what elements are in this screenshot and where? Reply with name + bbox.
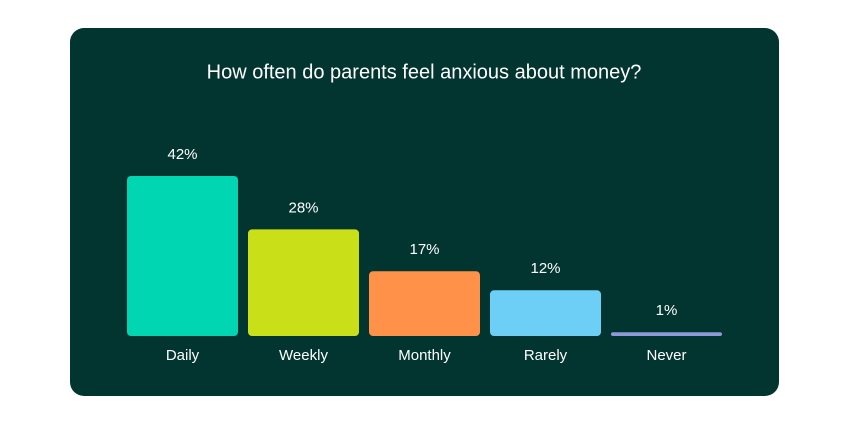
bar [369,271,480,336]
value-label: 17% [409,241,439,258]
x-tick-label: Never [646,347,686,364]
bar [611,332,722,336]
x-tick-label: Daily [166,347,200,364]
bar [248,229,359,336]
x-tick-label: Rarely [524,347,568,364]
value-label: 12% [530,260,560,277]
bar [127,175,238,336]
bar [490,290,601,336]
chart-panel [70,28,779,396]
value-label: 1% [656,302,678,319]
x-tick-label: Weekly [279,347,328,364]
value-label: 42% [167,146,197,163]
x-tick-label: Monthly [398,347,451,364]
chart-title: How often do parents feel anxious about … [207,61,642,83]
value-label: 28% [288,199,318,216]
